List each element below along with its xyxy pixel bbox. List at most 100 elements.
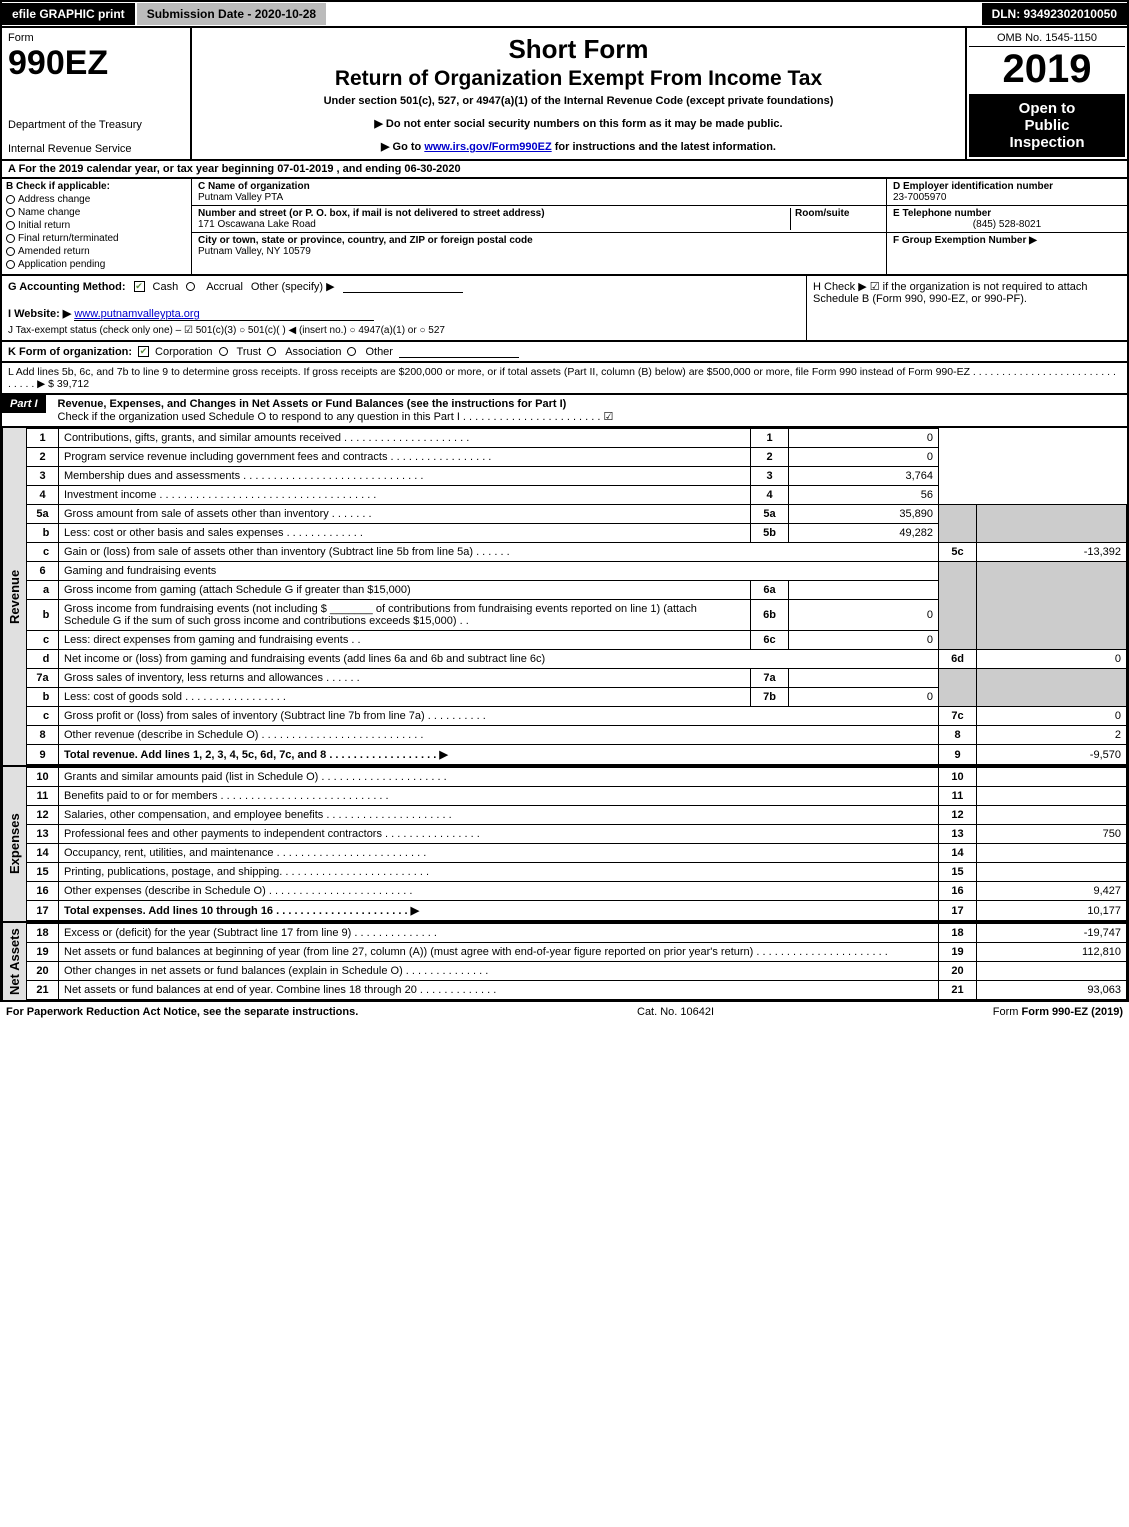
ln-8-num: 8 [27,726,59,745]
ln-6c-text: Less: direct expenses from gaming and fu… [59,631,751,650]
ln-14-num: 14 [27,844,59,863]
ln-9-amt: -9,570 [977,745,1127,765]
ln-12-col: 12 [939,806,977,825]
city-row: City or town, state or province, country… [192,233,886,259]
assoc-radio[interactable] [267,347,276,356]
other-org-field[interactable] [399,345,519,358]
other-specify-field[interactable] [343,280,463,293]
dept-treasury: Department of the Treasury [8,119,184,131]
ln-5b-subamt: 49,282 [789,524,939,543]
ln-3-amt: 3,764 [789,467,939,486]
ln-1-num: 1 [27,429,59,448]
form-number: 990EZ [8,44,184,83]
omb-number: OMB No. 1545-1150 [969,30,1125,47]
row-h: H Check ▶ ☑ if the organization is not r… [807,276,1127,340]
other-label: Other (specify) ▶ [251,280,335,293]
ln-10-num: 10 [27,768,59,787]
public: Public [973,117,1121,134]
submission-date-button[interactable]: Submission Date - 2020-10-28 [137,3,328,25]
ln-12-amt [977,806,1127,825]
ln-2-col: 2 [751,448,789,467]
ln-10-text: Grants and similar amounts paid (list in… [59,768,939,787]
opt-initial-return[interactable]: Initial return [6,220,187,231]
street-row: Number and street (or P. O. box, if mail… [192,206,886,233]
header-mid: Short Form Return of Organization Exempt… [192,28,967,159]
line-16: 16Other expenses (describe in Schedule O… [27,882,1127,901]
ln-7b-num: b [27,688,59,707]
footer-right: Form Form 990-EZ (2019) [993,1006,1123,1018]
line-11: 11Benefits paid to or for members . . . … [27,787,1127,806]
line-3: 3Membership dues and assessments . . . .… [27,467,1127,486]
ln-15-amt [977,863,1127,882]
opt-amended-return[interactable]: Amended return [6,246,187,257]
ln-6a-subamt [789,581,939,600]
ln-6d-text: Net income or (loss) from gaming and fun… [59,650,939,669]
ein: 23-7005970 [893,192,1121,203]
ln-11-text: Benefits paid to or for members . . . . … [59,787,939,806]
ln-16-num: 16 [27,882,59,901]
header-left: Form 990EZ Department of the Treasury In… [2,28,192,159]
ln-11-amt [977,787,1127,806]
website-link[interactable]: www.putnamvalleypta.org [74,308,374,321]
row-l: L Add lines 5b, 6c, and 7b to line 9 to … [0,363,1129,395]
ln-5a-subamt: 35,890 [789,505,939,524]
ln-13-col: 13 [939,825,977,844]
trust-radio[interactable] [219,347,228,356]
opt-amended-return-label: Amended return [18,246,90,257]
netassets-side-label: Net Assets [2,923,26,1000]
section-b: B Check if applicable: Address change Na… [2,179,192,274]
g-label: G Accounting Method: [8,281,126,293]
other-org-radio[interactable] [347,347,356,356]
org-name-row: C Name of organization Putnam Valley PTA [192,179,886,206]
form-label: Form [8,32,184,44]
opt-final-return-label: Final return/terminated [18,233,119,244]
line-19: 19Net assets or fund balances at beginni… [27,943,1127,962]
ln-6d-num: d [27,650,59,669]
ln-6b-text: Gross income from fundraising events (no… [59,600,751,631]
ln-7c-text: Gross profit or (loss) from sales of inv… [59,707,939,726]
ln-7b-text: Less: cost of goods sold . . . . . . . .… [59,688,751,707]
phone-row: E Telephone number (845) 528-8021 [887,206,1127,233]
ln-18-text: Excess or (deficit) for the year (Subtra… [59,924,939,943]
info-grid: B Check if applicable: Address change Na… [0,179,1129,276]
ein-row: D Employer identification number 23-7005… [887,179,1127,206]
goto-pre: ▶ Go to [381,141,424,153]
ln-5b-subnum: 5b [751,524,789,543]
org-name: Putnam Valley PTA [198,192,880,203]
line-10: 10Grants and similar amounts paid (list … [27,768,1127,787]
opt-application-pending[interactable]: Application pending [6,259,187,270]
ln-6c-num: c [27,631,59,650]
ln-4-num: 4 [27,486,59,505]
ln-12-num: 12 [27,806,59,825]
ln-12-text: Salaries, other compensation, and employ… [59,806,939,825]
ln-5a-cell: Gross amount from sale of assets other t… [59,505,751,524]
accrual-radio[interactable] [186,282,195,291]
corp-checkbox[interactable] [138,346,149,357]
cash-checkbox[interactable] [134,281,145,292]
opt-final-return[interactable]: Final return/terminated [6,233,187,244]
open-to: Open to [973,100,1121,117]
ln-8-col: 8 [939,726,977,745]
ln-7c-amt: 0 [977,707,1127,726]
opt-name-change[interactable]: Name change [6,207,187,218]
grey-5b [977,505,1127,543]
page-footer: For Paperwork Reduction Act Notice, see … [0,1002,1129,1022]
ln-1-amt: 0 [789,429,939,448]
top-bar: efile GRAPHIC print Submission Date - 20… [0,0,1129,28]
ln-18-amt: -19,747 [977,924,1127,943]
ln-9-num: 9 [27,745,59,765]
ln-6b-num: b [27,600,59,631]
ln-7a-subnum: 7a [751,669,789,688]
part-1-title: Revenue, Expenses, and Changes in Net As… [58,398,567,410]
expenses-table: 10Grants and similar amounts paid (list … [26,767,1127,921]
grey-7 [939,669,977,707]
goto-link[interactable]: www.irs.gov/Form990EZ [424,141,551,153]
ln-19-col: 19 [939,943,977,962]
ln-13-num: 13 [27,825,59,844]
netassets-table: 18Excess or (deficit) for the year (Subt… [26,923,1127,1000]
line-1: 1Contributions, gifts, grants, and simil… [27,429,1127,448]
opt-name-change-label: Name change [18,207,80,218]
efile-print-button[interactable]: efile GRAPHIC print [2,3,137,25]
opt-address-change[interactable]: Address change [6,194,187,205]
street: 171 Oscawana Lake Road [198,219,790,230]
